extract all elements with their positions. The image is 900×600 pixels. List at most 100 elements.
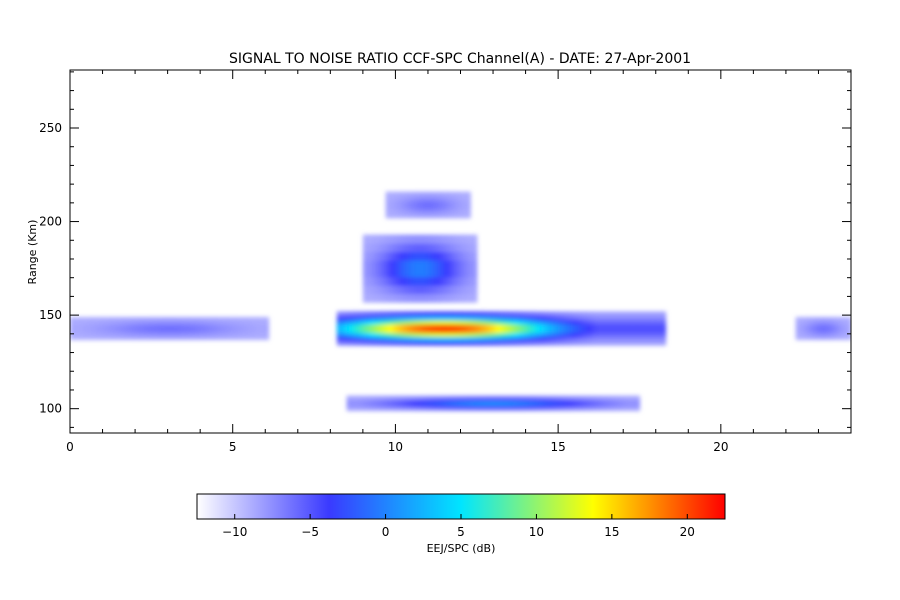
heatmap-cell xyxy=(525,404,530,408)
heatmap-cell xyxy=(457,285,462,295)
heatmap-cell xyxy=(349,403,354,406)
heatmap-cell xyxy=(424,268,429,278)
heatmap-cell xyxy=(424,293,429,303)
heatmap-cell xyxy=(571,397,575,400)
heatmap-cell xyxy=(567,340,572,346)
heatmap-cell xyxy=(418,401,423,404)
heatmap-cell xyxy=(567,332,572,338)
heatmap-cell xyxy=(457,403,462,406)
heatmap-cell xyxy=(440,328,445,334)
heatmap-cell xyxy=(554,319,559,325)
heatmap-cell xyxy=(473,397,478,400)
heatmap-cell xyxy=(405,399,410,402)
heatmap-cell xyxy=(258,316,263,321)
heatmap-cell xyxy=(431,319,436,325)
heatmap-cell xyxy=(89,322,94,327)
heatmap-cell xyxy=(616,399,621,402)
heatmap-cell xyxy=(226,316,231,321)
heatmap-cell xyxy=(388,340,393,346)
heatmap-cell xyxy=(554,328,559,334)
heatmap-cell xyxy=(128,325,133,329)
heatmap-cell xyxy=(473,276,478,286)
heatmap-cell xyxy=(571,340,575,346)
heatmap-cell xyxy=(418,251,423,261)
heatmap-cell xyxy=(808,322,813,327)
heatmap-cell xyxy=(512,336,517,342)
heatmap-cell xyxy=(571,395,575,399)
heatmap-cell xyxy=(457,268,462,278)
heatmap-cell xyxy=(496,408,501,412)
heatmap-cell xyxy=(525,397,530,400)
heatmap-cell xyxy=(453,406,458,410)
heatmap-cell xyxy=(847,325,851,329)
heatmap-cell xyxy=(401,285,406,295)
heatmap-cell xyxy=(528,332,533,338)
heatmap-cell xyxy=(398,315,403,321)
heatmap-cell xyxy=(392,194,397,199)
heatmap-cell xyxy=(346,336,351,342)
heatmap-cell xyxy=(411,406,416,410)
heatmap-cell xyxy=(379,234,383,244)
heatmap-cell xyxy=(408,401,413,404)
heatmap-cell xyxy=(457,211,462,216)
heatmap-cell xyxy=(76,322,81,327)
heatmap-cell xyxy=(372,406,377,410)
heatmap-cell xyxy=(219,316,224,321)
heatmap-cell xyxy=(587,311,592,317)
heatmap-cell xyxy=(444,406,449,410)
heatmap-cell xyxy=(483,404,488,408)
heatmap-cell xyxy=(460,285,465,295)
heatmap-cell xyxy=(421,191,426,196)
heatmap-cell xyxy=(405,214,410,219)
heatmap-cell xyxy=(336,340,341,346)
heatmap-cell xyxy=(144,328,149,332)
heatmap-cell xyxy=(392,243,397,253)
heatmap-cell xyxy=(395,191,400,196)
heatmap-cell xyxy=(414,191,419,196)
heatmap-cell xyxy=(206,333,211,338)
heatmap-cell xyxy=(414,276,419,286)
heatmap-cell xyxy=(375,234,380,244)
heatmap-cell xyxy=(372,243,377,253)
heatmap-cell xyxy=(174,325,178,329)
heatmap-cell xyxy=(83,328,87,332)
heatmap-cell xyxy=(460,207,465,212)
heatmap-cell xyxy=(340,311,344,317)
heatmap-cell xyxy=(811,333,816,338)
heatmap-cell xyxy=(541,328,546,334)
heatmap-cell xyxy=(154,331,159,335)
heatmap-cell xyxy=(603,395,608,399)
heatmap-cell xyxy=(398,194,403,199)
heatmap-cell xyxy=(118,319,123,324)
heatmap-cell xyxy=(405,328,410,334)
heatmap-cell xyxy=(493,332,497,338)
y-axis-label: Range (Km) xyxy=(26,220,39,285)
heatmap-cell xyxy=(382,332,387,338)
heatmap-cell xyxy=(388,328,393,334)
heatmap-cell xyxy=(538,403,543,406)
heatmap-cell xyxy=(554,315,559,321)
heatmap-cell xyxy=(382,336,387,342)
heatmap-cell xyxy=(584,404,589,408)
heatmap-cell xyxy=(401,211,406,216)
heatmap-cell xyxy=(385,395,390,399)
heatmap-cell xyxy=(366,332,370,338)
heatmap-cell xyxy=(203,328,208,332)
heatmap-cell xyxy=(431,399,436,402)
heatmap-cell xyxy=(593,399,598,402)
heatmap-cell xyxy=(340,315,344,321)
heatmap-cell xyxy=(392,234,397,244)
heatmap-cell xyxy=(174,336,178,341)
heatmap-cell xyxy=(450,198,455,203)
heatmap-cell xyxy=(408,259,413,269)
heatmap-cell xyxy=(265,333,270,338)
heatmap-cell xyxy=(460,268,465,278)
heatmap-cell xyxy=(551,319,556,325)
heatmap-cell xyxy=(411,395,416,399)
heatmap-cell xyxy=(613,408,618,412)
heatmap-cell xyxy=(489,324,494,329)
heatmap-cell xyxy=(447,395,452,399)
heatmap-cell xyxy=(453,214,458,219)
heatmap-cell xyxy=(632,315,637,321)
heatmap-cell xyxy=(610,408,615,412)
